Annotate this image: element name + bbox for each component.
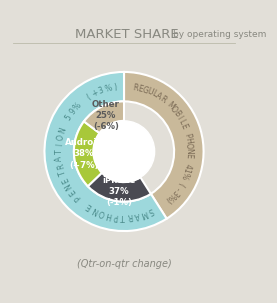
Text: I: I	[175, 114, 184, 121]
Text: ): )	[113, 83, 117, 92]
Text: N: N	[184, 148, 193, 154]
Text: %: %	[166, 190, 177, 201]
Text: 4: 4	[183, 162, 192, 169]
Text: R: R	[158, 94, 167, 105]
Text: L: L	[177, 118, 187, 126]
Text: I: I	[55, 143, 64, 146]
Text: H: H	[183, 137, 193, 144]
Circle shape	[93, 121, 155, 182]
Text: MARKET SHARE: MARKET SHARE	[75, 28, 178, 41]
Text: P: P	[73, 192, 83, 202]
Text: P: P	[182, 132, 192, 139]
Text: %: %	[179, 170, 190, 180]
Text: (: (	[85, 93, 92, 102]
Text: M: M	[165, 100, 176, 111]
Text: M: M	[140, 208, 149, 218]
Text: T: T	[55, 150, 64, 154]
Text: E: E	[68, 187, 78, 196]
Text: 3: 3	[170, 188, 179, 197]
Wedge shape	[44, 72, 167, 231]
Text: O: O	[184, 142, 193, 149]
Text: 5: 5	[63, 113, 74, 122]
Text: A: A	[154, 91, 163, 102]
Text: 1: 1	[181, 167, 191, 174]
Text: N: N	[91, 204, 100, 215]
Text: E: E	[184, 153, 193, 158]
Text: +: +	[90, 88, 99, 99]
Text: U: U	[145, 87, 154, 97]
Text: Other
25%
(-6%): Other 25% (-6%)	[92, 100, 120, 131]
Text: 3: 3	[97, 86, 105, 96]
Text: H: H	[105, 209, 113, 220]
Text: L: L	[150, 89, 158, 99]
Text: O: O	[56, 134, 66, 142]
Text: E: E	[85, 201, 93, 211]
Text: -: -	[173, 185, 182, 192]
Text: by operating system: by operating system	[173, 30, 267, 39]
Text: N: N	[64, 181, 75, 191]
Text: A: A	[134, 210, 141, 220]
Text: %: %	[103, 83, 112, 94]
Text: ): )	[164, 195, 172, 204]
Text: R: R	[132, 83, 139, 92]
Text: (Qtr-on-qtr change): (Qtr-on-qtr change)	[77, 259, 171, 269]
Text: S: S	[147, 205, 155, 216]
Wedge shape	[124, 72, 204, 219]
Text: A: A	[55, 156, 64, 162]
Text: N: N	[57, 127, 68, 135]
Text: iPhone
37%
(-1%): iPhone 37% (-1%)	[102, 176, 136, 207]
Text: O: O	[98, 207, 106, 218]
Text: T: T	[58, 169, 68, 177]
Wedge shape	[84, 102, 124, 133]
Text: (: (	[176, 180, 185, 188]
Text: 9: 9	[68, 107, 78, 117]
Text: T: T	[120, 212, 125, 221]
Text: E: E	[179, 122, 189, 130]
Text: O: O	[168, 104, 179, 115]
Text: R: R	[127, 211, 133, 221]
Wedge shape	[88, 173, 151, 201]
Text: R: R	[56, 162, 66, 170]
Text: G: G	[141, 85, 149, 95]
Text: %: %	[72, 101, 83, 112]
Wedge shape	[74, 122, 102, 186]
Text: B: B	[171, 109, 182, 118]
Text: E: E	[60, 175, 71, 184]
Text: P: P	[113, 211, 119, 221]
Text: Android
38%
(+7%): Android 38% (+7%)	[65, 138, 103, 170]
Text: E: E	[137, 84, 143, 94]
